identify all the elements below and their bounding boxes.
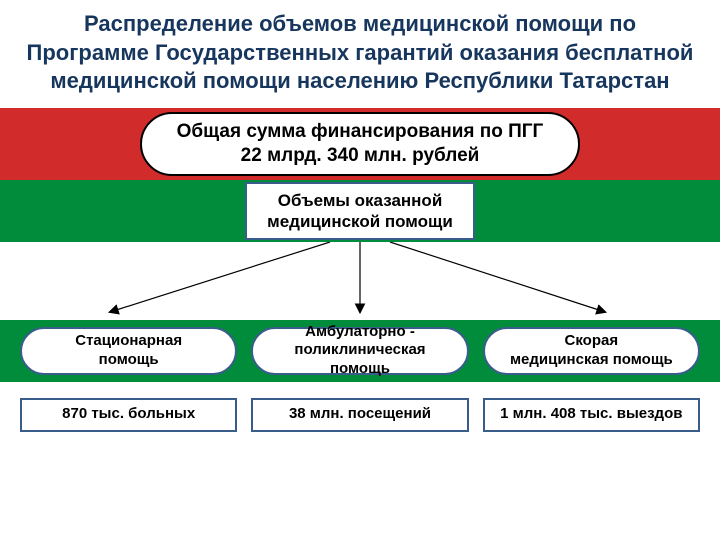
category-stationary-line2: помощь bbox=[99, 351, 159, 370]
category-emergency-line2: медицинская помощь bbox=[510, 351, 673, 370]
volumes-line1: Объемы оказанной bbox=[278, 190, 443, 211]
value-stationary: 870 тыс. больных bbox=[20, 398, 237, 432]
category-outpatient-line1: Амбулаторно - поликлиническая bbox=[271, 323, 448, 361]
categories-band: Стационарная помощь Амбулаторно - поликл… bbox=[0, 320, 720, 382]
value-emergency: 1 млн. 408 тыс. выездов bbox=[483, 398, 700, 432]
category-outpatient: Амбулаторно - поликлиническая помощь bbox=[251, 327, 468, 375]
value-emergency-text: 1 млн. 408 тыс. выездов bbox=[500, 405, 682, 424]
value-outpatient: 38 млн. посещений bbox=[251, 398, 468, 432]
total-funding-line2: 22 млрд. 340 млн. рублей bbox=[241, 144, 480, 168]
volumes-band: Объемы оказанной медицинской помощи bbox=[0, 180, 720, 242]
total-funding-line1: Общая сумма финансирования по ПГГ bbox=[177, 120, 544, 144]
category-stationary: Стационарная помощь bbox=[20, 327, 237, 375]
volumes-line2: медицинской помощи bbox=[267, 211, 453, 232]
value-outpatient-text: 38 млн. посещений bbox=[289, 405, 431, 424]
category-outpatient-line2: помощь bbox=[330, 360, 390, 379]
total-funding-pill: Общая сумма финансирования по ПГГ 22 млр… bbox=[140, 112, 580, 176]
volumes-box: Объемы оказанной медицинской помощи bbox=[245, 182, 475, 241]
total-funding-band: Общая сумма финансирования по ПГГ 22 млр… bbox=[0, 108, 720, 180]
value-stationary-text: 870 тыс. больных bbox=[62, 405, 195, 424]
category-emergency-line1: Скорая bbox=[565, 332, 619, 351]
category-stationary-line1: Стационарная bbox=[75, 332, 182, 351]
category-emergency: Скорая медицинская помощь bbox=[483, 327, 700, 375]
arrows-svg bbox=[0, 242, 720, 320]
arrows-area bbox=[0, 242, 720, 320]
page-title: Распределение объемов медицинской помощи… bbox=[0, 0, 720, 96]
values-row: 870 тыс. больных 38 млн. посещений 1 млн… bbox=[0, 398, 720, 432]
